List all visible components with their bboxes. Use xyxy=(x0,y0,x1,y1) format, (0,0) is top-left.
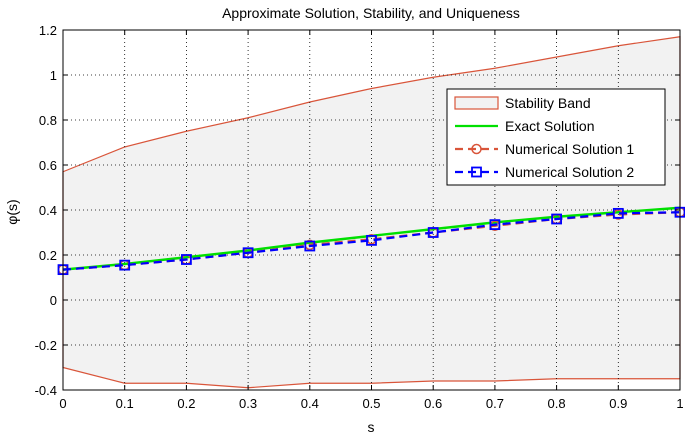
y-tick-label: 0.2 xyxy=(39,248,57,263)
legend: Stability Band Exact Solution Numerical So… xyxy=(446,88,666,186)
legend-marker xyxy=(471,166,482,178)
x-tick-label: 0.4 xyxy=(301,396,319,411)
x-tick-label: 0.2 xyxy=(177,396,195,411)
x-tick-label: 1 xyxy=(676,396,683,411)
y-axis-label: φ(s) xyxy=(4,199,20,224)
series-layer xyxy=(57,206,685,276)
x-tick-label: 0.9 xyxy=(609,396,627,411)
y-tick-label: 1 xyxy=(50,68,57,83)
tick-layer: 0 0.1 0.2 0.3 0.4 0.5 0.6 0.7 0.8 0.9 1 -0.4 -0.2 0 0.… xyxy=(35,23,684,411)
x-tick-label: 0.1 xyxy=(116,396,134,411)
legend-item: Numerical Solution 2 xyxy=(455,164,634,180)
legend-item: Exact Solution xyxy=(455,118,595,134)
y-tick-label: 1.2 xyxy=(39,23,57,38)
legend-item: Numerical Solution 1 xyxy=(455,141,634,157)
legend-marker xyxy=(471,143,482,155)
legend-label: Stability Band xyxy=(505,95,591,111)
data-point xyxy=(366,234,377,246)
y-tick-label: 0 xyxy=(50,293,57,308)
x-tick-label: 0.5 xyxy=(362,396,380,411)
y-tick-label: 0.4 xyxy=(39,203,57,218)
data-point xyxy=(427,227,439,238)
x-axis-label: s xyxy=(368,419,375,435)
legend-item: Stability Band xyxy=(454,95,591,111)
data-point xyxy=(551,213,562,225)
x-tick-label: 0.8 xyxy=(548,396,566,411)
legend-label: Numerical Solution 2 xyxy=(505,164,634,180)
data-point xyxy=(242,247,254,259)
data-point xyxy=(180,254,192,265)
y-tick-label: -0.2 xyxy=(35,338,57,353)
y-tick-label: 0.8 xyxy=(39,113,57,128)
legend-label: Exact Solution xyxy=(505,118,595,134)
data-point xyxy=(304,240,316,252)
x-tick-label: 0.3 xyxy=(239,396,257,411)
x-tick-label: 0 xyxy=(59,396,66,411)
data-point xyxy=(119,259,131,271)
data-point xyxy=(489,219,501,231)
data-point xyxy=(612,207,624,219)
chart-title: Approximate Solution, Stability, and Uni… xyxy=(222,5,520,21)
y-tick-label: 0.6 xyxy=(39,158,57,173)
x-tick-label: 0.6 xyxy=(424,396,442,411)
grid-layer xyxy=(63,30,680,390)
legend-swatch xyxy=(454,96,499,110)
y-tick-label: -0.4 xyxy=(35,383,57,398)
legend-label: Numerical Solution 1 xyxy=(505,141,634,157)
x-tick-label: 0.7 xyxy=(486,396,504,411)
